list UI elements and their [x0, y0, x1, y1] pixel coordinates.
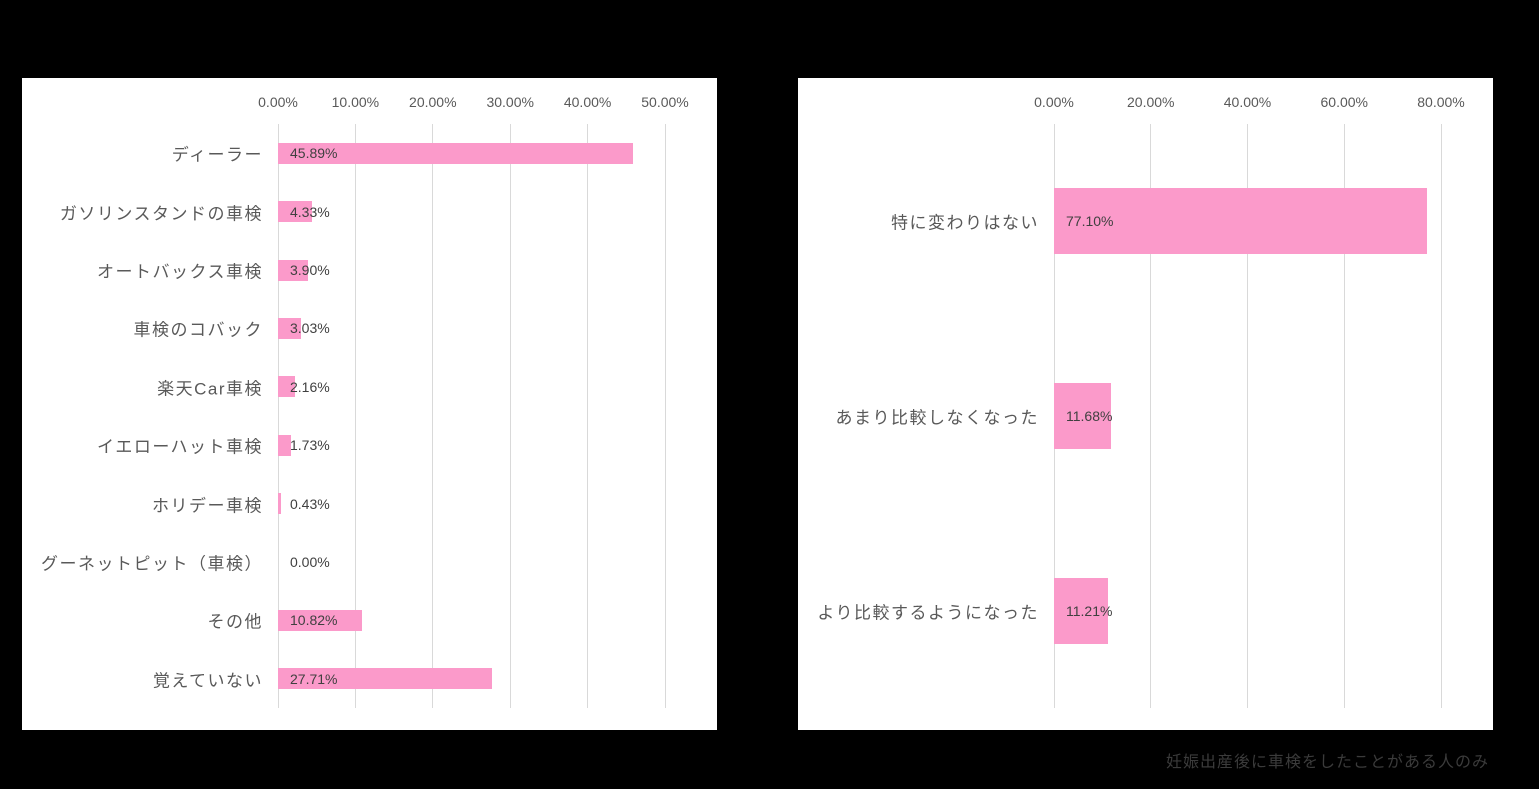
- bar: [278, 434, 292, 456]
- bar: [278, 201, 312, 223]
- chart-panel-inspection-place: 0.00% 10.00% 20.00% 30.00% 40.00% 50.00% ディーラー…: [22, 78, 717, 730]
- category-label: オートバックス車検: [97, 262, 263, 282]
- category-label: ガソリンスタンドの車検: [59, 204, 263, 224]
- x-axis-tick-label: 30.00%: [486, 94, 534, 110]
- category-label: イエローハット車検: [97, 437, 263, 457]
- category-label: 車検のコバック: [133, 320, 263, 340]
- bar: [278, 259, 309, 281]
- gridline: [1343, 124, 1345, 708]
- gridline: [354, 124, 356, 708]
- category-label: ディーラー: [171, 145, 263, 165]
- gridline: [1150, 124, 1152, 708]
- gridline: [432, 124, 434, 708]
- category-label: あまり比較しなくなった: [835, 408, 1039, 428]
- x-axis-tick-label: 40.00%: [1223, 94, 1272, 110]
- category-label: グーネットピット（車検）: [41, 554, 263, 574]
- category-label: より比較するようになった: [817, 603, 1039, 623]
- category-label: その他: [207, 612, 263, 632]
- category-label: 楽天Car車検: [157, 379, 263, 399]
- value-label: 2.16%: [290, 378, 330, 395]
- category-label: 覚えていない: [152, 671, 263, 691]
- chart-panel-comparison-change: 0.00% 20.00% 40.00% 60.00% 80.00% 特に変わりはない 77.…: [798, 78, 1493, 730]
- value-label: 4.33%: [290, 203, 330, 220]
- bar: [278, 609, 362, 631]
- bar: [278, 142, 634, 164]
- gridline: [1247, 124, 1248, 708]
- x-axis-tick-label: 0.00%: [258, 94, 298, 110]
- x-axis-tick-label: 10.00%: [331, 94, 380, 110]
- value-label: 3.90%: [290, 262, 330, 278]
- value-label: 77.10%: [1066, 213, 1114, 230]
- bar: [1054, 577, 1109, 644]
- gridline: [587, 124, 589, 708]
- bar: [1054, 188, 1427, 255]
- x-axis-tick-label: 20.00%: [409, 94, 457, 110]
- bar: [278, 493, 282, 515]
- category-label: 特に変わりはない: [891, 213, 1039, 233]
- value-label: 10.82%: [290, 612, 338, 629]
- gridline: [277, 124, 279, 708]
- bar: [278, 376, 295, 398]
- gridline: [1440, 124, 1442, 708]
- value-label: 1.73%: [290, 437, 330, 454]
- x-axis-tick-label: 40.00%: [563, 94, 612, 110]
- bar: [278, 317, 302, 339]
- value-label: 27.71%: [290, 670, 338, 687]
- x-axis-tick-label: 60.00%: [1320, 94, 1368, 110]
- value-label: 11.21%: [1066, 602, 1113, 619]
- footnote: 妊娠出産後に車検をしたことがある人のみ: [1165, 754, 1489, 771]
- x-axis-tick-label: 50.00%: [641, 94, 689, 110]
- gridline: [664, 124, 666, 708]
- value-label: 0.43%: [290, 495, 330, 512]
- gridline: [509, 124, 511, 708]
- value-label: 11.68%: [1066, 408, 1113, 424]
- category-label: ホリデー車検: [152, 496, 263, 516]
- x-axis-tick-label: 80.00%: [1417, 94, 1465, 110]
- bar: [278, 668, 493, 690]
- value-label: 3.03%: [290, 320, 330, 337]
- bar: [1054, 383, 1111, 449]
- x-axis-tick-label: 0.00%: [1034, 94, 1074, 110]
- x-axis-tick-label: 20.00%: [1127, 94, 1175, 110]
- value-label: 45.89%: [290, 145, 338, 162]
- value-label: 0.00%: [290, 554, 330, 570]
